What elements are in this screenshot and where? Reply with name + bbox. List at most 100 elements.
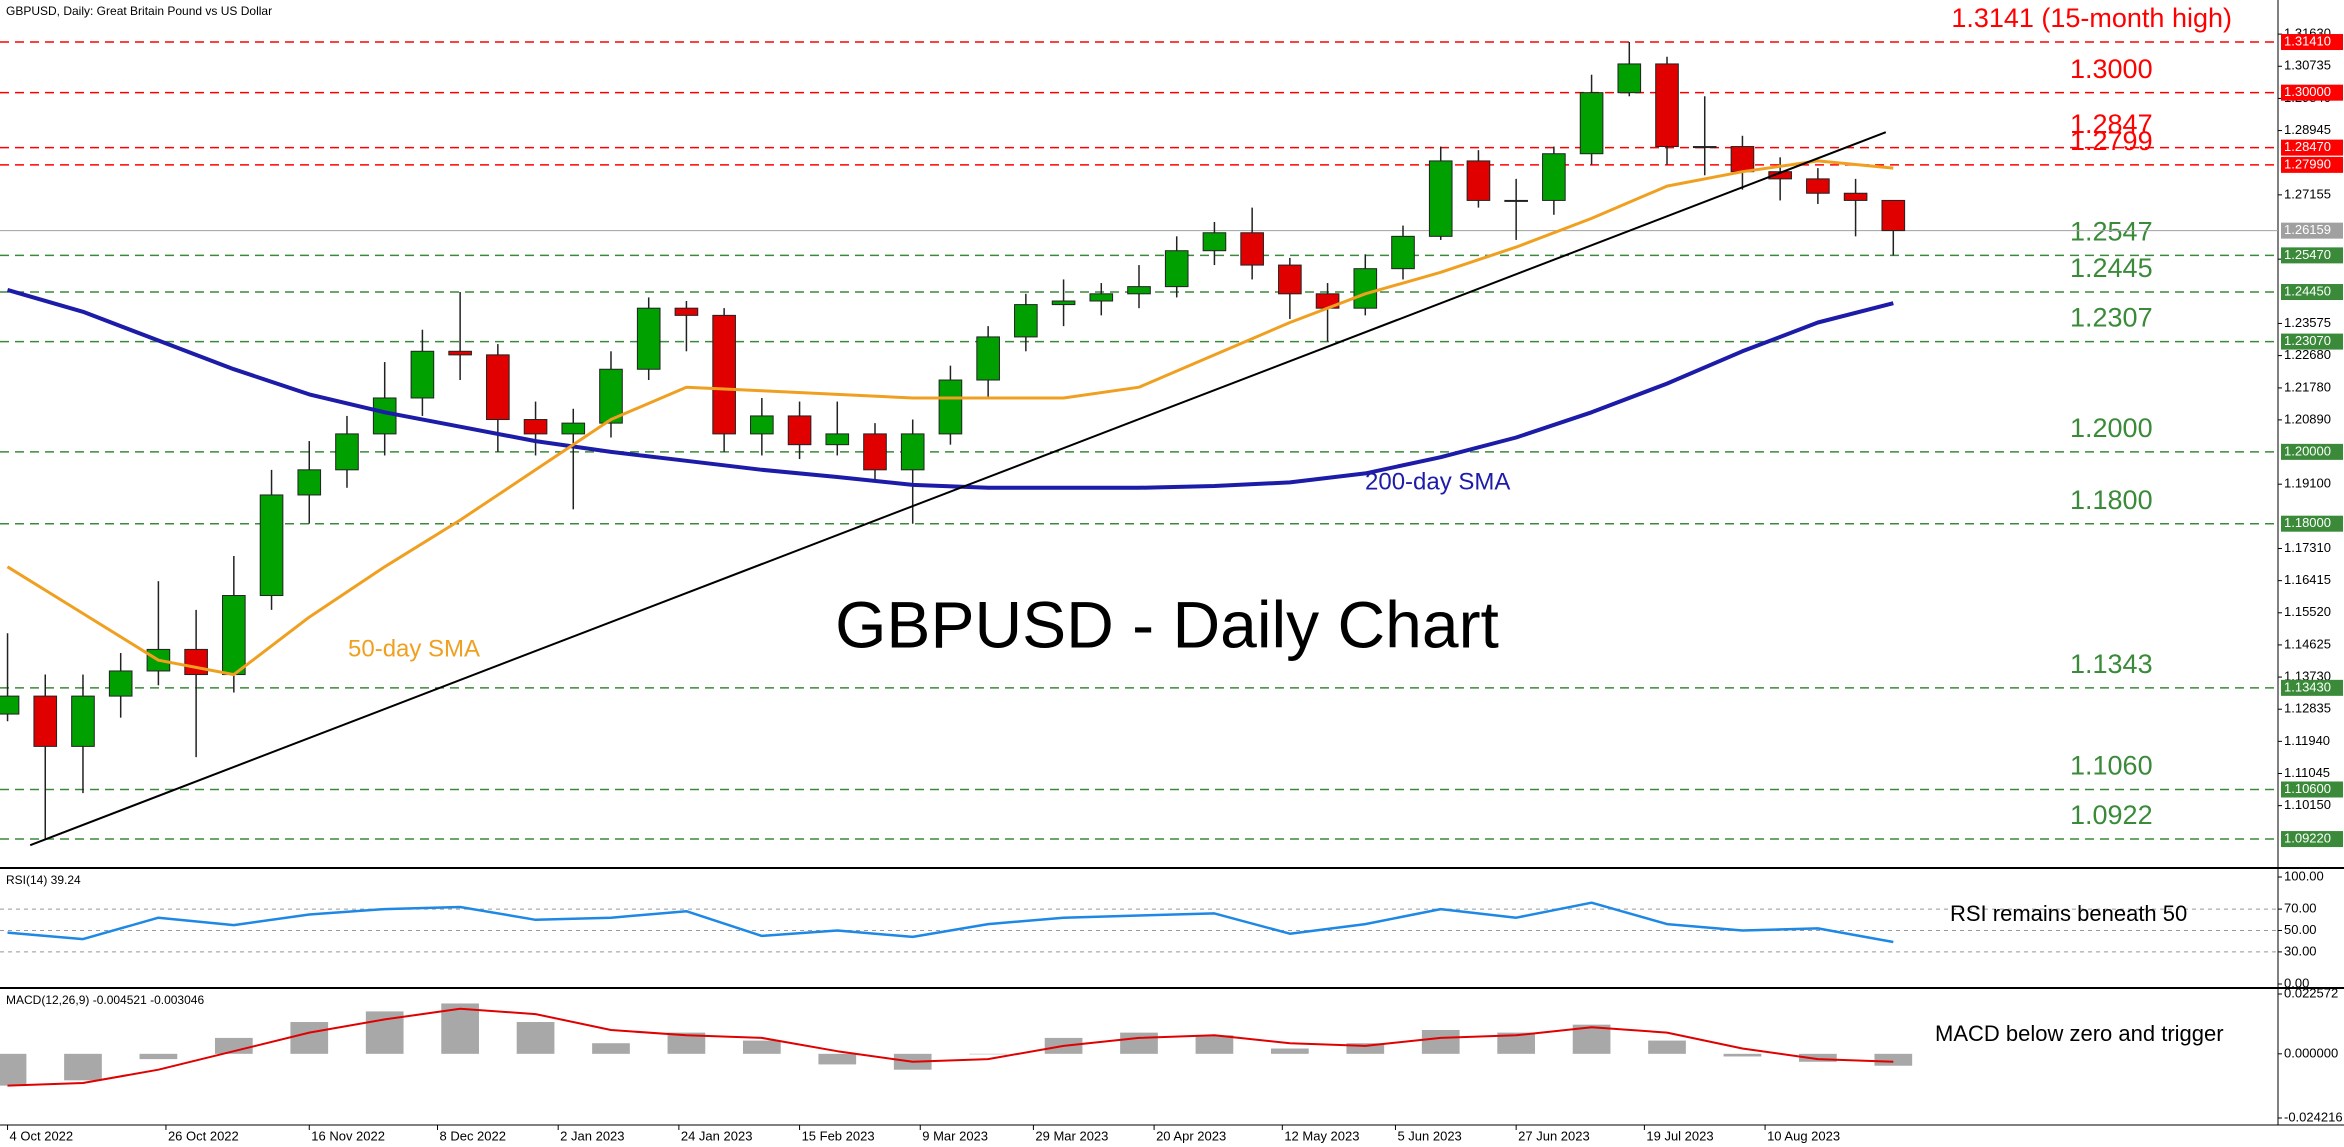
level-label: 1.2307 xyxy=(2070,303,2153,333)
x-tick-label: 20 Apr 2023 xyxy=(1156,1128,1226,1143)
macd-annotation: MACD below zero and trigger xyxy=(1935,1021,2224,1046)
y-tick-label: 1.13730 xyxy=(2284,669,2331,684)
y-tick-label: 1.11045 xyxy=(2284,765,2330,780)
candle-body xyxy=(259,494,284,597)
level-tag-text: 1.28470 xyxy=(2284,139,2331,154)
candle-body xyxy=(0,695,20,715)
macd-bar xyxy=(1799,1053,1837,1062)
x-tick-label: 2 Jan 2023 xyxy=(560,1128,624,1143)
candle-body xyxy=(486,354,510,421)
macd-bar xyxy=(1120,1032,1158,1054)
rsi-line xyxy=(7,901,1894,944)
y-tick-label: 1.11940 xyxy=(2284,733,2330,748)
y-tick-label: 1.23575 xyxy=(2284,315,2331,330)
y-tick-label: 1.30735 xyxy=(2284,58,2331,73)
macd-bar xyxy=(1723,1053,1762,1057)
level-label: 1.3141 (15-month high) xyxy=(1951,3,2232,33)
candle-body xyxy=(222,595,246,676)
candle-body xyxy=(825,433,850,446)
macd-bar xyxy=(1874,1053,1913,1066)
macd-bar xyxy=(667,1032,706,1054)
candle-body xyxy=(863,433,887,471)
level-tag-text: 1.24450 xyxy=(2284,283,2331,298)
candle-body xyxy=(1051,300,1076,306)
candle-body xyxy=(750,415,774,435)
candle-body xyxy=(636,307,661,370)
current-price-text: 1.26159 xyxy=(2284,222,2331,237)
candle-body xyxy=(1730,146,1755,173)
y-tick-label: 1.12835 xyxy=(2284,701,2331,716)
y-tick-label: 100.00 xyxy=(2284,868,2324,883)
candle-body xyxy=(1806,178,1830,194)
y-tick-label: 0.00 xyxy=(2284,975,2309,990)
annotations: GBPUSD, Daily: Great Britain Pound vs US… xyxy=(6,4,2224,1046)
y-tick-label: 1.20890 xyxy=(2284,411,2331,426)
y-tick-label: 1.17310 xyxy=(2284,540,2331,555)
level-label: 1.1800 xyxy=(2070,485,2153,515)
level-tag xyxy=(2281,284,2343,301)
level-tag-text: 1.20000 xyxy=(2284,443,2331,458)
macd-bar xyxy=(290,1022,329,1054)
level-tag xyxy=(2281,34,2343,51)
level-tag xyxy=(2281,84,2343,101)
candle-body xyxy=(448,350,472,356)
x-tick-label: 16 Nov 2022 xyxy=(311,1128,385,1143)
y-tick-label: -0.024216 xyxy=(2284,1109,2343,1124)
candle-body xyxy=(297,469,322,496)
candle-body xyxy=(1843,192,1868,201)
candle-body xyxy=(410,350,435,399)
x-tick-label: 29 Mar 2023 xyxy=(1035,1128,1108,1143)
macd-bar xyxy=(1421,1029,1460,1054)
candle-body xyxy=(1127,286,1151,295)
level-label: 1.1060 xyxy=(2070,751,2153,781)
macd-bar xyxy=(1195,1035,1234,1054)
macd-bar xyxy=(64,1053,102,1081)
rsi-title: RSI(14) 39.24 xyxy=(6,873,81,887)
macd-bar xyxy=(0,1053,27,1086)
candle-body xyxy=(71,695,95,747)
candle-body xyxy=(372,397,397,435)
level-tag xyxy=(2281,443,2343,460)
x-tick-label: 27 Jun 2023 xyxy=(1518,1128,1590,1143)
macd-bar xyxy=(1648,1040,1686,1054)
x-tick-label: 19 Jul 2023 xyxy=(1646,1128,1713,1143)
level-tag xyxy=(2281,139,2343,156)
macd-bar xyxy=(969,1053,1007,1055)
y-tick-label: 70.00 xyxy=(2284,901,2317,916)
level-label: 1.2547 xyxy=(2070,217,2153,247)
candle-body xyxy=(1466,160,1491,201)
level-tag-text: 1.23070 xyxy=(2284,333,2331,348)
candle-body xyxy=(787,415,812,446)
macd-bar xyxy=(441,1003,479,1054)
level-tag xyxy=(2281,247,2343,264)
level-tag-text: 1.30000 xyxy=(2284,84,2331,99)
candle-body xyxy=(1391,235,1415,270)
candle-body xyxy=(1579,92,1604,155)
overlay-label: 200-day SMA xyxy=(1365,468,1510,495)
trendline xyxy=(29,131,1887,847)
candle-body xyxy=(1164,250,1189,288)
x-tick-label: 26 Oct 2022 xyxy=(168,1128,239,1143)
candle-body xyxy=(335,433,359,471)
candle-body xyxy=(674,307,699,316)
level-tag-text: 1.18000 xyxy=(2284,515,2331,530)
candle-body xyxy=(1692,146,1717,149)
macd-bar xyxy=(139,1053,178,1060)
y-tick-label: 1.16415 xyxy=(2284,572,2331,587)
level-tag-text: 1.27990 xyxy=(2284,156,2331,171)
level-label: 1.2445 xyxy=(2070,253,2153,283)
plot: 0.00 30.00 50.00 70.00 100.00 0.022572 0.00000… xyxy=(0,42,2343,1124)
macd-bar xyxy=(592,1043,630,1054)
candle-body xyxy=(1881,199,1906,232)
candle-body xyxy=(184,648,208,676)
x-tick-label: 9 Mar 2023 xyxy=(922,1128,988,1143)
candle-body xyxy=(523,419,548,435)
y-tick-label: 0.000000 xyxy=(2284,1045,2338,1060)
chart-title: GBPUSD - Daily Chart xyxy=(835,587,1499,661)
level-label: 1.2000 xyxy=(2070,413,2153,443)
level-tag xyxy=(2281,156,2343,173)
candle-body xyxy=(561,422,586,435)
x-tick-label: 12 May 2023 xyxy=(1284,1128,1359,1143)
